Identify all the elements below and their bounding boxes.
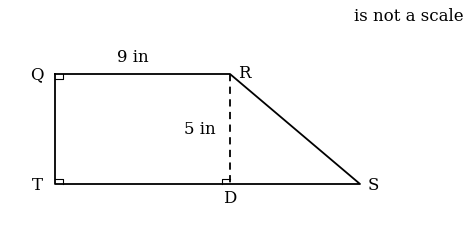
Text: T: T [32,176,43,193]
Text: R: R [238,65,250,82]
Text: Q: Q [30,66,44,83]
Text: is not a scale: is not a scale [354,8,463,24]
Text: D: D [223,190,237,206]
Text: S: S [367,176,379,193]
Text: 5 in: 5 in [184,121,215,138]
Text: 9 in: 9 in [117,49,149,66]
